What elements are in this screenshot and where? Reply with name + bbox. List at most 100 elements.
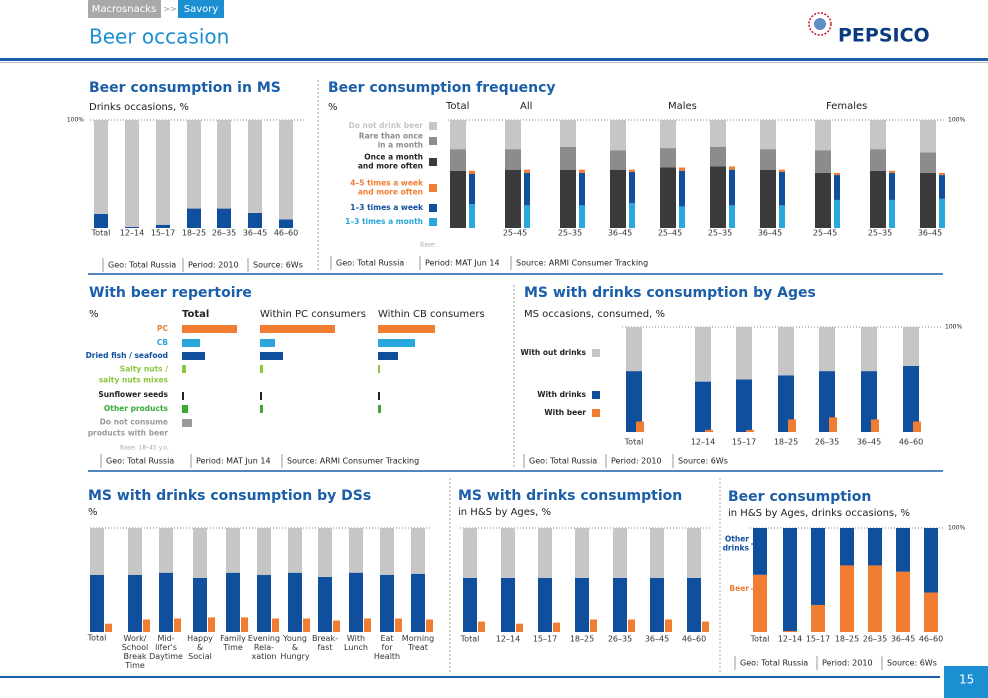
text-line: Time xyxy=(222,643,243,652)
bar-segment xyxy=(710,166,726,228)
legend-label: With beer xyxy=(544,408,586,417)
x-tick-label: 15–17 xyxy=(533,635,557,644)
legend-swatch xyxy=(429,122,437,130)
bar-segment xyxy=(575,528,589,578)
bar-segment xyxy=(613,528,627,578)
bar-segment xyxy=(450,149,466,171)
x-tick-label: 36–45 xyxy=(758,229,782,238)
bar-segment xyxy=(156,224,170,228)
footnote: Period: 2010 xyxy=(822,659,873,668)
group-label: Males xyxy=(668,101,697,112)
legend-label: Beer xyxy=(729,584,749,593)
bar-segment xyxy=(105,623,112,632)
bar-segment xyxy=(579,205,585,228)
footnote: Source: 6Ws xyxy=(678,457,728,466)
footnote: Geo: Total Russia xyxy=(108,261,176,270)
legend-label: 4–5 times a week and more often xyxy=(350,179,424,197)
x-tick-label: 12–14 xyxy=(496,635,520,644)
text-line: lifer's xyxy=(155,643,177,652)
bar-segment xyxy=(560,147,576,170)
bar-segment xyxy=(778,375,794,432)
bar-segment xyxy=(380,574,394,632)
text-line: Morning xyxy=(402,634,434,643)
x-tick-label: 26–35 xyxy=(863,635,887,644)
bar xyxy=(260,325,335,333)
bar-segment xyxy=(861,371,877,432)
bar-segment xyxy=(779,171,785,206)
bar-segment xyxy=(560,169,576,228)
footnote: Period: MAT Jun 14 xyxy=(196,457,271,466)
x-tick-label: 36–45 xyxy=(608,229,632,238)
bar-segment xyxy=(463,577,477,632)
bar-segment xyxy=(208,617,215,632)
bar-segment xyxy=(628,619,635,632)
chart-title: MS with drinks consumption by DSs xyxy=(88,488,371,504)
bar xyxy=(378,392,380,400)
legend-swatch xyxy=(429,184,437,192)
bar-segment xyxy=(94,213,108,228)
x-tick-label: Work/School Break Time xyxy=(122,634,149,670)
bar-segment xyxy=(501,577,515,632)
bar xyxy=(182,325,237,333)
footnote: Period: MAT Jun 14 xyxy=(425,259,500,268)
x-tick-label: 18–25 xyxy=(570,635,594,644)
chart-subtitle: in H&S by Ages, % xyxy=(458,507,551,518)
bar-segment xyxy=(903,365,919,432)
bar-segment xyxy=(217,120,231,209)
x-tick-label: 25–35 xyxy=(558,229,582,238)
x-tick-label: 46–60 xyxy=(682,635,706,644)
text-line: and more often xyxy=(358,188,423,197)
bar-segment xyxy=(868,528,882,566)
x-tick-label: 18–25 xyxy=(182,229,206,238)
bar-segment xyxy=(840,528,854,566)
bar-segment xyxy=(395,618,402,632)
bar-segment xyxy=(524,169,530,173)
bar-segment xyxy=(760,120,776,150)
text-line: Evening xyxy=(248,634,280,643)
text-line: Break xyxy=(123,652,146,661)
breadcrumb: Savory xyxy=(184,4,219,15)
bar-segment xyxy=(779,169,785,172)
bar-segment xyxy=(903,327,919,366)
bar-segment xyxy=(538,577,552,632)
text-line: 4–5 times a week xyxy=(350,179,424,188)
footnote: Period: 2010 xyxy=(188,261,239,270)
bar-segment xyxy=(736,327,752,380)
bar-segment xyxy=(380,528,394,575)
bar-segment xyxy=(834,172,840,176)
bar-segment xyxy=(174,618,181,632)
bar-segment xyxy=(871,419,879,432)
x-tick-label: Family Time xyxy=(220,634,246,652)
text-line: Lunch xyxy=(344,643,368,652)
y-tick-label: 100% xyxy=(948,117,965,124)
bar-segment xyxy=(450,170,466,228)
x-tick-label: Evening Rela-xation xyxy=(248,634,280,661)
bar-segment xyxy=(318,528,332,577)
bar-segment xyxy=(920,172,936,228)
bar-segment xyxy=(187,120,201,209)
bar-segment xyxy=(939,172,945,176)
chart-title: Beer consumption xyxy=(728,489,871,505)
bar xyxy=(260,339,275,347)
bar-segment xyxy=(426,619,433,632)
bar-segment xyxy=(650,528,664,578)
bar-segment xyxy=(811,528,825,605)
text-line: Daytime xyxy=(149,652,183,661)
text-line: & xyxy=(197,643,203,652)
legend-swatch xyxy=(429,204,437,212)
x-tick-label: Total xyxy=(624,438,644,447)
row-label: Sunflower seeds xyxy=(98,390,168,399)
bar-segment xyxy=(896,571,910,632)
x-tick-label: 26–35 xyxy=(212,229,236,238)
breadcrumb-box xyxy=(88,0,161,18)
bar-segment xyxy=(524,205,530,228)
text-line: School xyxy=(122,643,149,652)
bar-segment xyxy=(829,417,837,432)
footnote: Period: 2010 xyxy=(611,457,662,466)
legend-label: With drinks xyxy=(537,390,586,399)
bar-segment xyxy=(788,419,796,432)
legend-swatch xyxy=(429,158,437,166)
footnote: Geo: Total Russia xyxy=(106,457,174,466)
bar-segment xyxy=(159,572,173,632)
page-number-box xyxy=(944,666,988,698)
